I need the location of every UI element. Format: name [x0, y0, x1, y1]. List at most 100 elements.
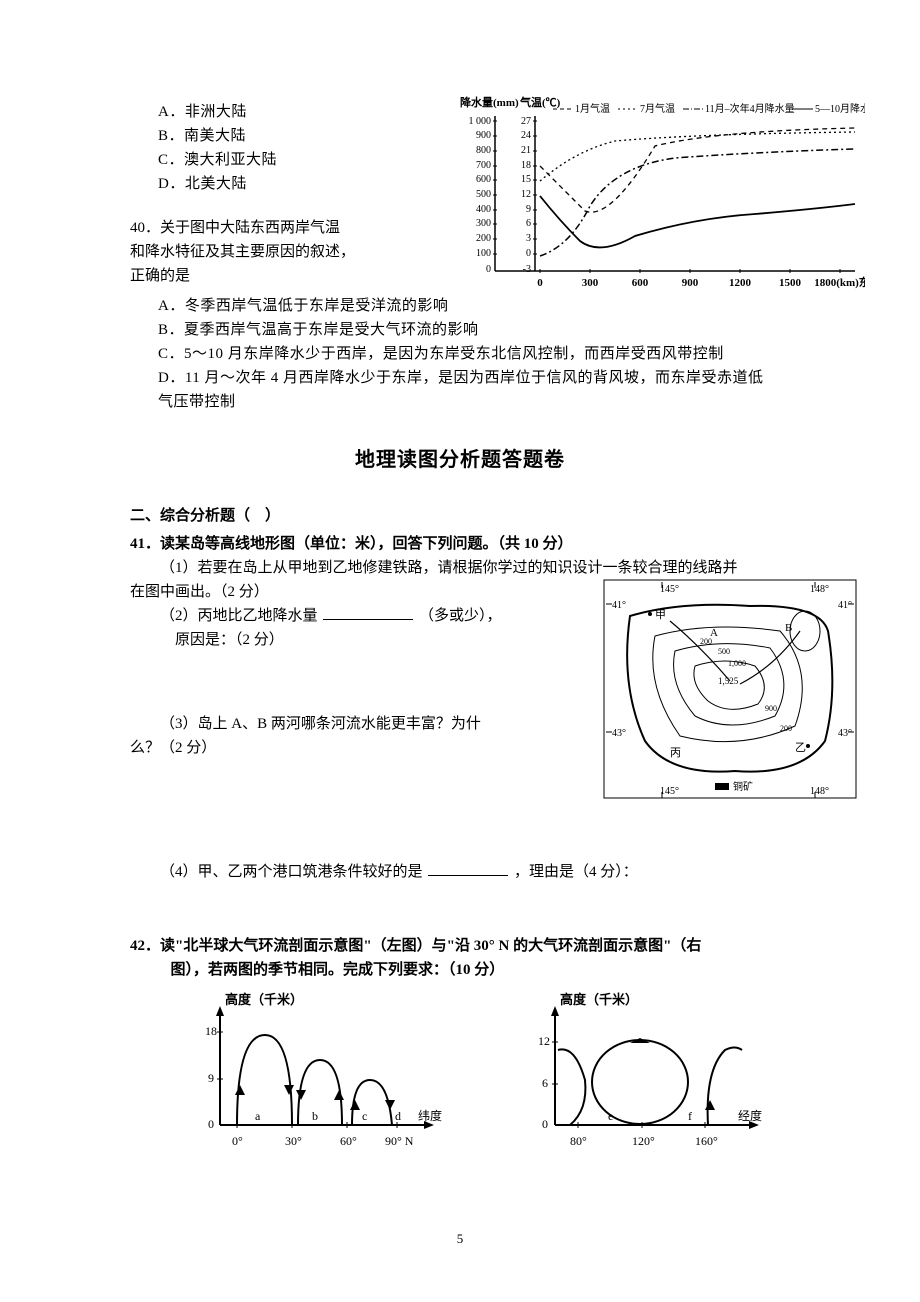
q41-2b: （多或少）， — [419, 608, 502, 624]
svg-text:200: 200 — [476, 233, 491, 244]
svg-text:d: d — [395, 1109, 401, 1123]
svg-text:c: c — [362, 1109, 367, 1123]
svg-text:0°: 0° — [232, 1134, 243, 1148]
svg-text:18: 18 — [521, 160, 531, 171]
climate-chart: 降水量(mm) 气温(℃) 1月气温 7月气温 11月–次年4月降水量 5—10… — [435, 96, 865, 296]
svg-text:500: 500 — [718, 647, 730, 656]
svg-text:27: 27 — [521, 116, 531, 127]
svg-text:f: f — [688, 1109, 692, 1123]
svg-text:15: 15 — [521, 174, 531, 185]
svg-text:6: 6 — [526, 218, 531, 229]
svg-text:b: b — [312, 1109, 318, 1123]
q42: 42．读"北半球大气环流剖面示意图"（左图）与"沿 30° N 的大气环流剖面示… — [130, 934, 790, 1168]
q40-options: A．冬季西岸气温低于东岸是受洋流的影响 B．夏季西岸气温高于东岸是受大气环流的影… — [158, 294, 790, 414]
q41-4: （4）甲、乙两个港口筑港条件较好的是 ，理由是（4 分）： — [130, 860, 790, 884]
legend-3: 11月–次年4月降水量 — [705, 102, 795, 115]
legend-1: 1月气温 — [575, 102, 610, 115]
q40-option-c: C．5～10 月东岸降水少于西岸，是因为东岸受东北信风控制，而西岸受西风带控制 — [158, 342, 790, 366]
svg-text:1,525: 1,525 — [718, 676, 739, 686]
svg-text:100: 100 — [476, 248, 491, 259]
svg-text:12: 12 — [538, 1034, 550, 1048]
circulation-left-diagram: 高度（千米） 18 9 0 0° 30° 60° 90° N 纬度 — [170, 990, 450, 1168]
svg-text:高度（千米）: 高度（千米） — [225, 992, 303, 1007]
q42-line2: 图），若两图的季节相同。完成下列要求：（10 分） — [171, 958, 791, 982]
y1-axis-label: 降水量(mm) — [460, 96, 519, 109]
svg-text:1800(km)东: 1800(km)东 — [814, 275, 865, 289]
island-contour-map: 145° 148° 41° 41° 43° 43° 145° 148° — [600, 576, 860, 806]
svg-text:0: 0 — [542, 1117, 548, 1131]
svg-text:a: a — [255, 1109, 261, 1123]
q40-stem-2: 和降水特征及其主要原因的叙述， — [130, 244, 355, 260]
q41-2a: （2）丙地比乙地降水量 — [160, 608, 318, 624]
svg-text:900: 900 — [765, 704, 777, 713]
svg-text:经度: 经度 — [738, 1108, 762, 1123]
svg-text:41°: 41° — [612, 600, 626, 611]
svg-text:B: B — [785, 622, 792, 634]
q40-option-a: A．冬季西岸气温低于东岸是受洋流的影响 — [158, 294, 790, 318]
svg-text:铜矿: 铜矿 — [733, 780, 753, 793]
svg-text:0: 0 — [208, 1117, 214, 1131]
svg-text:600: 600 — [632, 277, 649, 289]
svg-text:700: 700 — [476, 160, 491, 171]
svg-text:甲: 甲 — [655, 609, 666, 621]
q40-stem: 40．关于图中大陆东西两岸气温 和降水特征及其主要原因的叙述， 正确的是 — [130, 216, 410, 288]
q40-option-b: B．夏季西岸气温高于东岸是受大气环流的影响 — [158, 318, 790, 342]
legend-4: 5—10月降水量 — [815, 102, 865, 115]
svg-text:1500: 1500 — [779, 277, 802, 289]
answer-sheet-title: 地理读图分析题答题卷 — [130, 444, 790, 476]
svg-text:43°: 43° — [612, 728, 626, 739]
svg-text:300: 300 — [476, 218, 491, 229]
svg-text:丙: 丙 — [670, 747, 681, 759]
svg-text:纬度: 纬度 — [418, 1108, 442, 1123]
svg-text:高度（千米）: 高度（千米） — [560, 992, 638, 1007]
svg-text:500: 500 — [476, 189, 491, 200]
q41: 41．读某岛等高线地形图（单位：米），回答下列问题。（共 10 分） 145° … — [130, 532, 790, 884]
q40-stem-3: 正确的是 — [130, 268, 190, 284]
svg-text:900: 900 — [682, 277, 699, 289]
q41-4-blank[interactable] — [428, 861, 508, 876]
svg-text:6: 6 — [542, 1076, 548, 1090]
page-number: 5 — [0, 1229, 920, 1250]
q40-stem-1: 40．关于图中大陆东西两岸气温 — [130, 220, 340, 236]
svg-text:60°: 60° — [340, 1134, 357, 1148]
svg-text:600: 600 — [476, 174, 491, 185]
svg-text:1200: 1200 — [729, 277, 752, 289]
svg-text:148°: 148° — [810, 786, 829, 797]
circulation-right-diagram: 高度（千米） 12 6 0 80° 120° 160° 经度 — [510, 990, 770, 1168]
svg-text:90° N: 90° N — [385, 1134, 414, 1148]
svg-text:145°: 145° — [660, 786, 679, 797]
svg-text:9: 9 — [208, 1071, 214, 1085]
svg-text:145°: 145° — [660, 584, 679, 595]
svg-text:80°: 80° — [570, 1134, 587, 1148]
y2-axis-label: 气温(℃) — [519, 96, 561, 109]
svg-text:200: 200 — [780, 724, 792, 733]
q40-option-d: D．11 月～次年 4 月西岸降水少于东岸，是因为西岸位于信风的背风坡，而东岸受… — [158, 366, 790, 390]
svg-text:900: 900 — [476, 130, 491, 141]
svg-text:0: 0 — [486, 264, 491, 275]
svg-text:3: 3 — [526, 233, 531, 244]
q40-option-d2: 气压带控制 — [158, 390, 790, 414]
q41-2-blank[interactable] — [323, 605, 413, 620]
svg-text:800: 800 — [476, 145, 491, 156]
svg-text:200: 200 — [700, 637, 712, 646]
svg-text:120°: 120° — [632, 1134, 655, 1148]
q41-4b: ，理由是（4 分）： — [514, 864, 638, 880]
svg-text:-3: -3 — [523, 264, 531, 275]
svg-text:43°: 43° — [838, 728, 852, 739]
svg-text:24: 24 — [521, 130, 531, 141]
svg-text:18: 18 — [205, 1024, 217, 1038]
svg-text:0: 0 — [537, 277, 543, 289]
svg-text:148°: 148° — [810, 584, 829, 595]
svg-text:41°: 41° — [838, 600, 852, 611]
svg-text:160°: 160° — [695, 1134, 718, 1148]
svg-text:21: 21 — [521, 145, 531, 156]
q41-4a: （4）甲、乙两个港口筑港条件较好的是 — [160, 864, 423, 880]
section-2-heading: 二、综合分析题（ ） — [130, 504, 790, 528]
svg-text:0: 0 — [526, 248, 531, 259]
q42-line1: 42．读"北半球大气环流剖面示意图"（左图）与"沿 30° N 的大气环流剖面示… — [130, 934, 790, 958]
svg-text:乙: 乙 — [795, 741, 806, 754]
svg-text:1 000: 1 000 — [469, 116, 492, 127]
svg-text:400: 400 — [476, 204, 491, 215]
svg-text:12: 12 — [521, 189, 531, 200]
svg-text:1,000: 1,000 — [728, 659, 746, 668]
